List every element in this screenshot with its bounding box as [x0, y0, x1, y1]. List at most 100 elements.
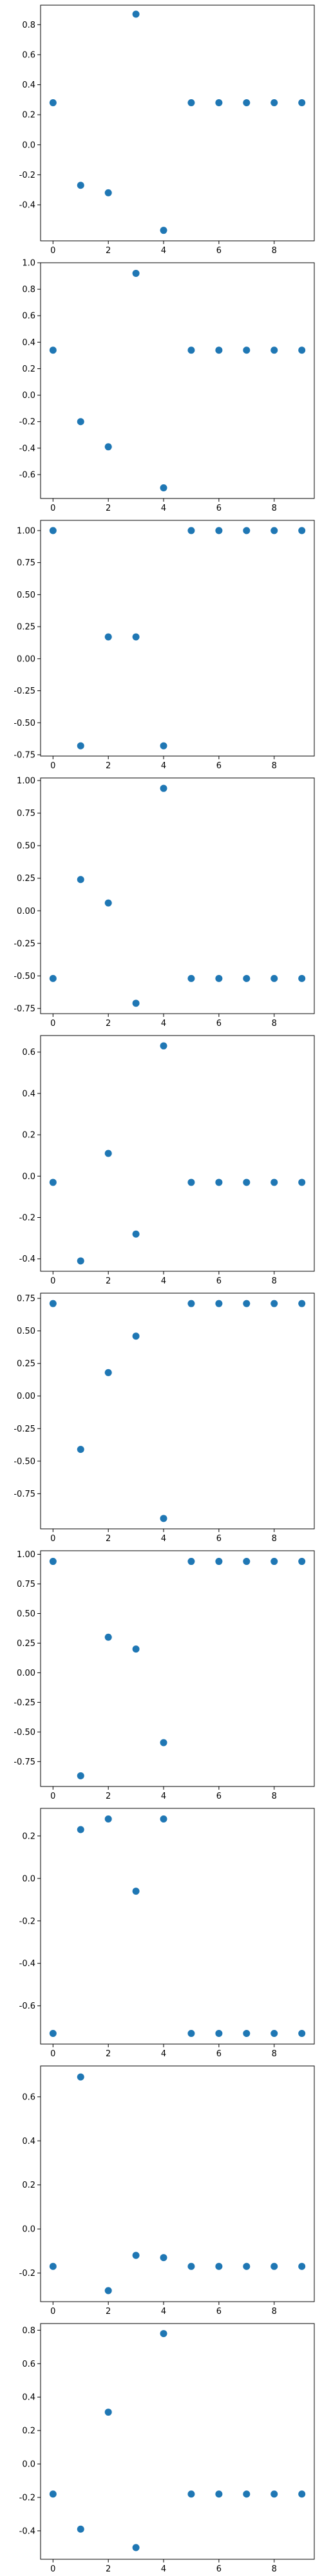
data-point [215, 1179, 223, 1186]
data-point [187, 346, 195, 354]
data-point [132, 1332, 140, 1340]
axes-frame [40, 2323, 315, 2560]
y-tick-label: 0.00 [17, 1669, 35, 1678]
data-point [187, 1558, 195, 1566]
data-point [132, 2251, 140, 2259]
data-point [298, 1300, 306, 1307]
data-point [187, 1300, 195, 1307]
data-point [298, 974, 306, 982]
x-tick-label: 0 [50, 1019, 55, 1028]
data-point [49, 1558, 57, 1566]
data-point [243, 2030, 251, 2038]
y-tick-label: 0.75 [17, 558, 35, 568]
chart-panel: 0 2 4 6 8 -0.75 -0.50 -0.25 0.00 0.25 0.50 0.75 1.00 [14, 777, 315, 1028]
data-point [215, 99, 223, 107]
y-tick-label: -0.25 [14, 939, 35, 949]
data-point [298, 527, 306, 535]
data-point [215, 346, 223, 354]
y-tick-label: 0.6 [22, 2360, 35, 2369]
data-point [270, 2262, 278, 2270]
chart-panel: 0 2 4 6 8 -0.4 -0.2 0.0 0.2 0.4 0.6 0.8 [19, 2323, 315, 2574]
y-tick-label: -0.4 [19, 201, 35, 211]
data-point [104, 2409, 112, 2416]
x-tick-label: 2 [106, 1792, 111, 1801]
data-point [243, 1300, 251, 1307]
x-tick-label: 8 [272, 246, 277, 256]
data-point [104, 1633, 112, 1641]
y-tick-label: -0.2 [19, 1213, 35, 1223]
axes-frame [40, 5, 315, 242]
axes-frame [40, 1293, 315, 1530]
chart-panel: 0 2 4 6 8 -0.75 -0.50 -0.25 0.00 0.25 0.50 0.75 [14, 1293, 315, 1544]
x-tick-label: 4 [161, 246, 166, 256]
data-point [77, 182, 84, 189]
x-tick-label: 8 [272, 761, 277, 771]
data-point [160, 1815, 167, 1823]
y-tick-label: 0.6 [22, 2092, 35, 2102]
data-point [243, 346, 251, 354]
y-tick-label: -0.2 [19, 171, 35, 180]
data-point [270, 99, 278, 107]
y-tick-label: -0.75 [14, 1004, 35, 1014]
data-point [243, 527, 251, 535]
data-point [132, 1888, 140, 1895]
chart-panel: 0 2 4 6 8 -0.2 0.0 0.2 0.4 0.6 [19, 2065, 315, 2316]
y-tick-label: 0.25 [17, 874, 35, 884]
x-tick-label: 8 [272, 2307, 277, 2316]
data-point [49, 1300, 57, 1307]
x-tick-label: 8 [272, 1276, 277, 1286]
data-point [49, 2490, 57, 2498]
data-point [270, 1558, 278, 1566]
x-tick-label: 0 [50, 2564, 55, 2574]
data-point [187, 2262, 195, 2270]
y-tick-label: -0.2 [19, 2493, 35, 2503]
data-point [270, 2490, 278, 2498]
x-tick-label: 4 [161, 1534, 166, 1544]
y-tick-label: 0.2 [22, 1832, 35, 1841]
y-tick-label: -0.25 [14, 1698, 35, 1708]
data-point [270, 1179, 278, 1186]
data-point [187, 527, 195, 535]
data-point [270, 2030, 278, 2038]
y-tick-label: -0.4 [19, 1255, 35, 1264]
x-tick-label: 8 [272, 1792, 277, 1801]
y-tick-label: -0.50 [14, 1457, 35, 1466]
y-tick-label: 0.00 [17, 907, 35, 916]
data-point [270, 1300, 278, 1307]
data-point [49, 346, 57, 354]
data-point [77, 876, 84, 884]
y-tick-label: 0.4 [22, 2137, 35, 2146]
data-point [77, 1257, 84, 1265]
data-point [215, 974, 223, 982]
y-tick-label: 0.75 [17, 809, 35, 819]
data-point [215, 527, 223, 535]
data-point [132, 1230, 140, 1238]
y-tick-label: -0.2 [19, 2269, 35, 2278]
data-point [243, 2490, 251, 2498]
y-tick-label: 0.0 [22, 2460, 35, 2470]
data-point [49, 527, 57, 535]
data-point [132, 2544, 140, 2552]
axes-frame [40, 1808, 315, 2045]
x-tick-label: 2 [106, 1534, 111, 1544]
data-point [160, 1042, 167, 1050]
axes-frame [40, 520, 315, 757]
data-point [243, 2262, 251, 2270]
data-point [104, 899, 112, 907]
y-tick-label: 0.0 [22, 2225, 35, 2235]
x-tick-label: 4 [161, 504, 166, 513]
data-point [77, 418, 84, 426]
x-tick-label: 4 [161, 2049, 166, 2059]
data-point [215, 2262, 223, 2270]
data-point [77, 1772, 84, 1779]
x-tick-label: 0 [50, 761, 55, 771]
data-point [298, 2490, 306, 2498]
y-tick-label: -0.50 [14, 1728, 35, 1738]
y-tick-label: 0.4 [22, 80, 35, 90]
data-point [187, 2030, 195, 2038]
y-tick-label: 0.8 [22, 285, 35, 295]
data-point [298, 2262, 306, 2270]
data-point [215, 1558, 223, 1566]
data-point [104, 189, 112, 196]
y-tick-label: 0.00 [17, 1392, 35, 1401]
